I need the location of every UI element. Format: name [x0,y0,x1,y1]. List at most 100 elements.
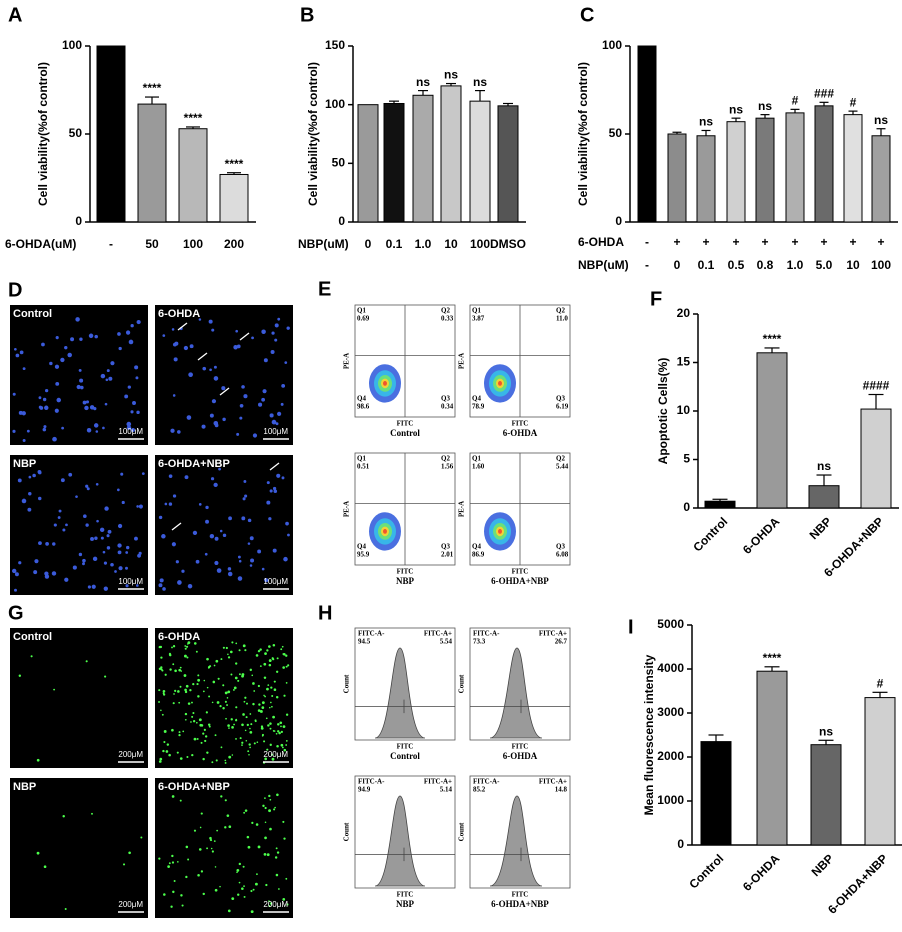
y-tick-label: 2000 [657,749,684,763]
cell [261,397,266,402]
x-axis-label: NBP(uM) [298,237,349,251]
cell [262,804,265,808]
cell [250,723,253,726]
cell [280,743,284,747]
cell [117,332,121,336]
cell [268,663,272,667]
cell [266,853,270,857]
cell [65,523,68,527]
cell [257,650,261,653]
cell [200,741,203,744]
cell [138,551,142,555]
micrograph [155,305,293,445]
micrograph [10,455,148,595]
cell [275,696,279,699]
y-axis-label: Cell viability(%of control) [576,62,590,206]
cell [285,521,289,526]
cell [189,344,194,349]
plot-name: 6-OHDA [503,751,538,761]
cell [52,542,56,546]
cell [211,399,217,404]
cell [177,690,180,693]
cell [196,721,198,724]
cell [164,502,168,506]
micrograph [155,778,293,918]
cell [264,821,267,824]
gate-label: FITC-A- [358,630,385,638]
cell [276,793,279,797]
cell [75,317,80,322]
x-tick-label: 0 [365,237,372,251]
cell [78,368,82,372]
cell [257,549,262,554]
x-tick-label: 1.0 [787,258,804,272]
y-tick-label: 1000 [657,793,684,807]
cell [28,492,32,496]
cell [37,469,42,474]
cell [266,687,269,691]
cell [184,712,188,716]
cell [168,862,171,865]
quadrant-value: 86.9 [472,551,485,559]
cell [271,757,275,761]
y-axis-label: Count [458,822,466,841]
cell [275,873,279,877]
cell [235,738,237,740]
x-tick-label: 0.1 [386,237,403,251]
cell [271,331,275,335]
quadrant-label: Q4 [472,395,481,403]
cell [158,583,163,588]
cell [94,334,98,339]
cell [169,668,172,671]
cell [211,850,214,853]
cell [229,650,233,654]
cell [206,847,209,850]
y-axis-label: Count [343,822,351,841]
cell [171,542,176,547]
cell [204,735,208,738]
cell [239,403,244,408]
panel-letter: F [650,288,662,310]
plot-name: 6-OHDA+NBP [491,899,549,909]
cell [85,660,88,663]
bar [637,45,657,223]
cell [218,467,221,471]
cell [208,725,211,728]
cell [192,712,195,715]
cell [196,682,199,686]
cell [94,536,98,540]
significance: ns [699,115,713,129]
x-tick-label: - [645,258,649,272]
cell [14,588,17,592]
cell [249,731,253,734]
cell [280,648,283,651]
cell [210,847,213,850]
image-label: 6-OHDA+NBP [158,781,230,793]
cell [264,806,267,810]
cell [79,378,84,383]
cell [118,566,123,571]
plot-name: NBP [396,899,415,909]
cell [244,494,248,498]
cell [280,725,282,728]
cell [264,695,266,698]
cell [209,836,212,840]
x-tick-label: + [673,235,680,249]
cell [202,732,205,735]
x-tick-label: 100 [470,237,490,251]
y-axis-label: Cell viability(%of control) [306,62,320,206]
cell [103,586,108,591]
cell [136,505,139,508]
cell [235,329,238,333]
quadrant-label: Q3 [556,395,565,403]
cell [38,541,42,546]
significance: **** [143,81,162,95]
quadrant-label: Q3 [556,543,565,551]
cell [271,705,273,708]
cell [131,428,136,433]
quadrant-value: 6.19 [556,403,569,411]
cell [233,686,237,690]
cell [254,719,257,722]
cell [241,516,246,521]
significance: #### [863,379,890,393]
